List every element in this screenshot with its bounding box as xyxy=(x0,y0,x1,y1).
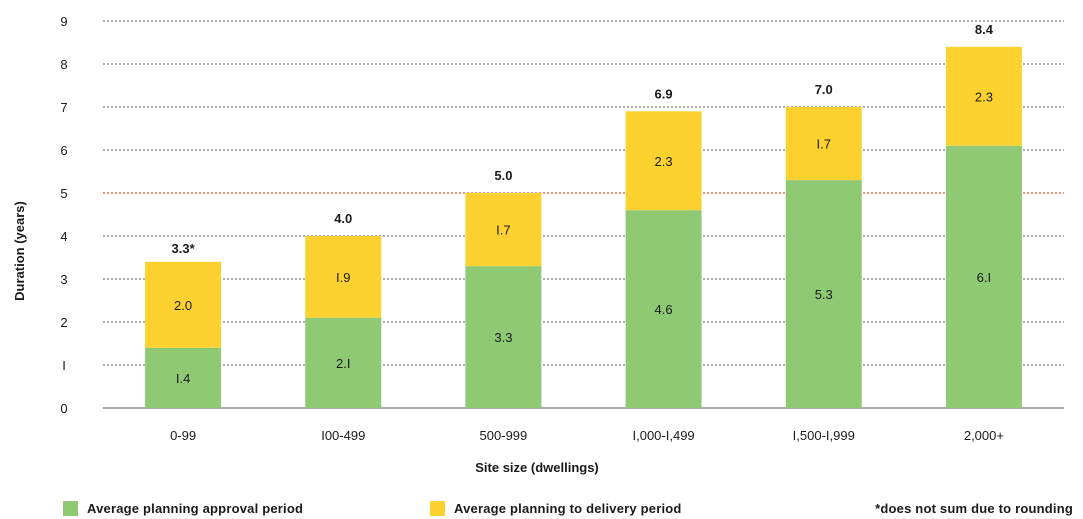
y-tick-label: 3 xyxy=(60,272,67,287)
segment-value-label: 6.I xyxy=(977,270,991,285)
x-tick-label: I,500-I,999 xyxy=(793,428,855,443)
legend-swatch-approval xyxy=(63,501,78,516)
bar-segment-approval xyxy=(945,145,1022,408)
bar-segment-delivery xyxy=(145,261,222,348)
y-tick-label: 6 xyxy=(60,143,67,158)
y-tick-label: 4 xyxy=(60,229,67,244)
bar-segment-approval xyxy=(305,317,382,408)
x-axis-ticks: 0-99 I00-499 500-999 I,000-I,499 I,500-I,999… xyxy=(170,428,1004,443)
y-tick-label: 5 xyxy=(60,186,67,201)
stacked-bar-chart: 0 I 2 3 4 5 6 7 8 9 I.4 2.0 3.3* 2.I I.9 4.0 3.3 I.7 5.0 4… xyxy=(12,14,1064,475)
legend-item-delivery: Average planning to delivery period xyxy=(430,501,682,516)
total-value-label: 7.0 xyxy=(815,82,833,97)
y-tick-label: 0 xyxy=(60,401,67,416)
y-tick-label: 9 xyxy=(60,14,67,29)
bar-segment-approval xyxy=(785,180,862,408)
bar-segment-approval xyxy=(625,210,702,408)
x-axis-title: Site size (dwellings) xyxy=(475,460,599,475)
bar-segment-delivery xyxy=(305,236,382,318)
x-tick-label: 0-99 xyxy=(170,428,196,443)
y-axis-title: Duration (years) xyxy=(12,201,27,301)
x-tick-label: I00-499 xyxy=(321,428,365,443)
total-value-label: 5.0 xyxy=(494,168,512,183)
legend-item-approval: Average planning approval period xyxy=(63,501,303,516)
legend-label-approval: Average planning approval period xyxy=(87,501,304,516)
segment-value-label: 3.3 xyxy=(494,330,512,345)
legend-label-delivery: Average planning to delivery period xyxy=(454,501,682,516)
segment-value-label: 2.I xyxy=(336,356,350,371)
x-tick-label: 2,000+ xyxy=(964,428,1004,443)
legend-swatch-delivery xyxy=(430,501,445,516)
bar-segment-delivery xyxy=(945,46,1022,146)
segment-value-label: 2.0 xyxy=(174,298,192,313)
gridlines xyxy=(103,20,1064,409)
y-tick-label: 8 xyxy=(60,57,67,72)
rounding-note: *does not sum due to rounding xyxy=(875,501,1073,516)
total-value-label: 8.4 xyxy=(975,22,994,37)
segment-value-label: I.4 xyxy=(176,371,190,386)
y-axis-ticks: 0 I 2 3 4 5 6 7 8 9 xyxy=(60,14,67,416)
y-tick-label: 7 xyxy=(60,100,67,115)
legend: Average planning approval period Average… xyxy=(63,501,1073,519)
total-value-label: 6.9 xyxy=(655,86,673,101)
bar-segment-approval xyxy=(145,347,222,408)
segment-value-label: 2.3 xyxy=(975,89,993,104)
segment-value-label: 5.3 xyxy=(815,287,833,302)
bar-segment-delivery xyxy=(785,107,862,181)
bar-segment-approval xyxy=(465,266,542,408)
bar-segment-delivery xyxy=(465,193,542,267)
total-value-label: 3.3* xyxy=(172,241,196,256)
segment-value-label: I.7 xyxy=(817,137,831,152)
total-value-label: 4.0 xyxy=(334,211,352,226)
segment-value-label: 2.3 xyxy=(655,154,673,169)
segment-value-label: I.7 xyxy=(496,223,510,238)
y-tick-label: 2 xyxy=(60,315,67,330)
x-tick-label: 500-999 xyxy=(480,428,528,443)
y-tick-label: I xyxy=(62,358,66,373)
bars: I.4 2.0 3.3* 2.I I.9 4.0 3.3 I.7 5.0 4.6 2.3 6.9 5.3… xyxy=(145,22,1022,408)
bar-segment-delivery xyxy=(625,111,702,211)
x-tick-label: I,000-I,499 xyxy=(633,428,695,443)
segment-value-label: 4.6 xyxy=(655,302,673,317)
segment-value-label: I.9 xyxy=(336,270,350,285)
